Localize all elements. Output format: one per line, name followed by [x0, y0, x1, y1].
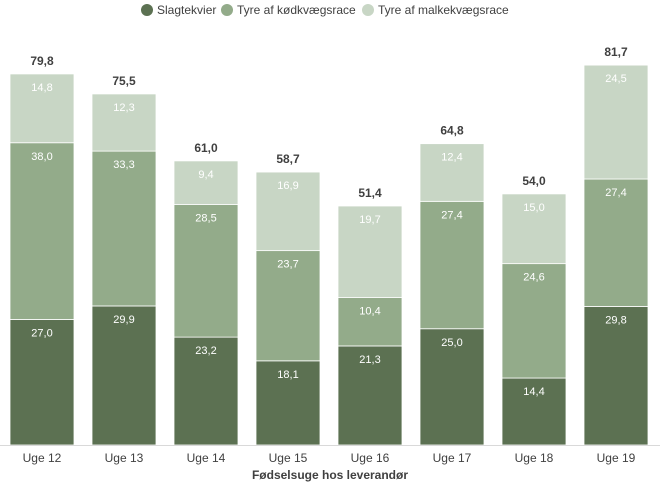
bar-segment: [501, 377, 567, 446]
bar-segment: [9, 319, 75, 446]
x-axis-title: Fødselsuge hos leverandør: [252, 468, 408, 482]
bar-segment: [255, 171, 321, 252]
x-tick-label: Uge 14: [187, 451, 226, 465]
bar-segment: [501, 263, 567, 379]
bar-segment: [173, 336, 239, 446]
bar-segment: [9, 73, 75, 144]
segment-value-label: 19,7: [359, 214, 380, 226]
bar-segment: [91, 150, 157, 307]
bar-segment: [501, 193, 567, 265]
bar-total-label: 81,7: [604, 45, 628, 59]
bar-segment: [419, 200, 485, 330]
bar-total-label: 79,8: [30, 54, 54, 68]
bar-segment: [583, 178, 649, 307]
x-axis: Uge 12 Uge 13 Uge 14 Uge 15 Uge 16 Uge 17 Uge …: [0, 445, 660, 465]
x-tick-label: Uge 19: [597, 451, 636, 465]
bar-segment: [419, 328, 485, 446]
segment-value-label: 14,4: [523, 386, 544, 398]
legend-label-1: Slagtekvier: [157, 3, 216, 17]
legend-swatch-2: [221, 4, 233, 16]
segment-value-label: 29,8: [605, 314, 626, 326]
segment-value-label: 10,4: [359, 306, 380, 318]
bar-total-label: 54,0: [522, 174, 546, 188]
segment-value-label: 9,4: [198, 169, 213, 181]
segment-value-label: 25,0: [441, 337, 462, 349]
bar-segment: [583, 64, 649, 180]
segment-value-label: 28,5: [195, 213, 216, 225]
legend-label-2: Tyre af kødkvægsrace: [237, 3, 356, 17]
bar-total-label: 58,7: [276, 152, 300, 166]
bar-segment: [91, 305, 157, 446]
segment-value-label: 18,1: [277, 369, 298, 381]
segment-value-label: 23,7: [277, 259, 298, 271]
x-tick-label: Uge 15: [269, 451, 308, 465]
legend-swatch-1: [141, 4, 153, 16]
segment-value-label: 38,0: [31, 151, 52, 163]
segment-value-label: 27,0: [31, 327, 52, 339]
bar-segment: [173, 204, 239, 338]
legend: Slagtekvier Tyre af kødkvægsrace Tyre af m…: [141, 3, 509, 17]
segment-value-label: 21,3: [359, 354, 380, 366]
segment-value-label: 24,5: [605, 73, 626, 85]
bar-segment: [255, 250, 321, 362]
bars-group: 27,0 38,0 14,8 79,8 29,9 33,3 12,3 75,5 23,2 28,5…: [9, 45, 649, 446]
segment-value-label: 27,4: [605, 187, 626, 199]
bar-segment: [173, 160, 239, 205]
bar-segment: [9, 142, 75, 320]
segment-value-label: 14,8: [31, 82, 52, 94]
legend-swatch-3: [362, 4, 374, 16]
x-tick-label: Uge 13: [105, 451, 144, 465]
bar-total-label: 75,5: [112, 74, 136, 88]
x-tick-label: Uge 12: [23, 451, 62, 465]
bar-total-label: 51,4: [358, 186, 382, 200]
bar-segment: [91, 93, 157, 152]
x-tick-label: Uge 16: [351, 451, 390, 465]
segment-value-label: 33,3: [113, 159, 134, 171]
bar-total-label: 64,8: [440, 124, 464, 138]
segment-value-label: 29,9: [113, 314, 134, 326]
bar-total-label: 61,0: [194, 141, 218, 155]
segment-value-label: 15,0: [523, 202, 544, 214]
segment-value-label: 12,3: [113, 102, 134, 114]
legend-label-3: Tyre af malkekvægsrace: [378, 3, 509, 17]
segment-value-label: 12,4: [441, 152, 462, 164]
x-tick-label: Uge 18: [515, 451, 554, 465]
bar-segment: [583, 306, 649, 446]
bar-segment: [419, 143, 485, 202]
segment-value-label: 27,4: [441, 209, 462, 221]
bar-segment: [337, 205, 403, 298]
segment-value-label: 24,6: [523, 272, 544, 284]
segment-value-label: 23,2: [195, 345, 216, 357]
segment-value-label: 16,9: [277, 180, 298, 192]
x-tick-label: Uge 17: [433, 451, 472, 465]
bar-segment: [255, 360, 321, 446]
bar-segment: [337, 297, 403, 347]
